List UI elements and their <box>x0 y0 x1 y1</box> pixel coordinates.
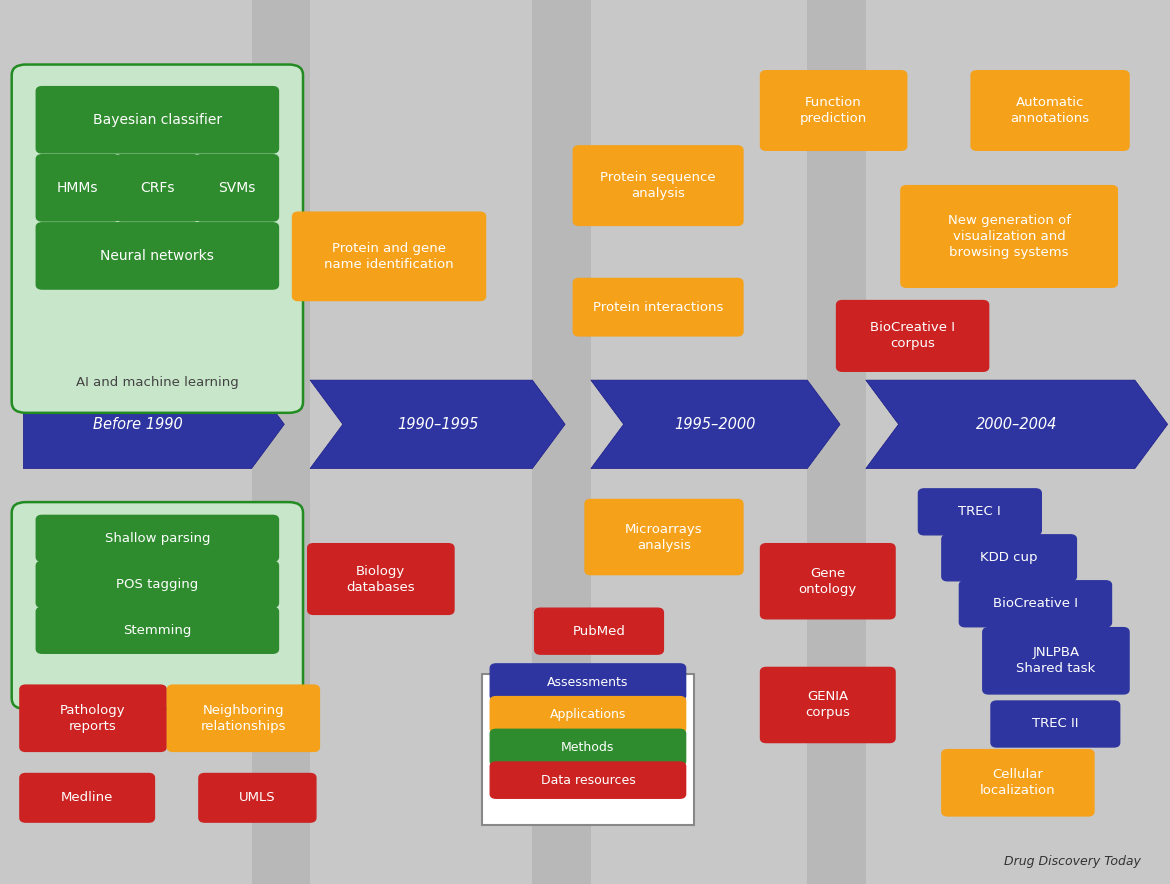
Text: Gene
ontology: Gene ontology <box>799 567 856 596</box>
Text: Shallow parsing: Shallow parsing <box>104 532 211 545</box>
Text: Bayesian classifier: Bayesian classifier <box>92 113 222 126</box>
FancyBboxPatch shape <box>199 774 316 822</box>
FancyBboxPatch shape <box>760 71 907 150</box>
Text: Pathology
reports: Pathology reports <box>60 704 126 733</box>
FancyBboxPatch shape <box>490 762 686 798</box>
Text: CRFs: CRFs <box>140 181 174 194</box>
Polygon shape <box>807 0 866 884</box>
Text: PubMed: PubMed <box>572 625 626 637</box>
FancyBboxPatch shape <box>573 278 743 336</box>
Polygon shape <box>252 0 310 884</box>
Text: Assessments: Assessments <box>548 675 628 689</box>
Text: Microarrays
analysis: Microarrays analysis <box>625 522 703 552</box>
FancyBboxPatch shape <box>490 697 686 733</box>
FancyBboxPatch shape <box>20 774 154 822</box>
Text: KDD cup: KDD cup <box>980 552 1038 564</box>
Text: AI and machine learning: AI and machine learning <box>76 377 239 389</box>
Text: TREC I: TREC I <box>958 506 1002 518</box>
Text: 1990–1995: 1990–1995 <box>397 417 479 431</box>
Text: Medline: Medline <box>61 791 113 804</box>
Text: POS tagging: POS tagging <box>116 578 199 591</box>
FancyBboxPatch shape <box>959 581 1112 627</box>
Text: Protein and gene
name identification: Protein and gene name identification <box>324 242 454 271</box>
FancyBboxPatch shape <box>901 186 1117 287</box>
Text: BioCreative I
corpus: BioCreative I corpus <box>870 322 955 350</box>
FancyBboxPatch shape <box>36 223 278 289</box>
Text: Neighboring
relationships: Neighboring relationships <box>200 704 287 733</box>
Text: Data resources: Data resources <box>541 774 635 787</box>
Polygon shape <box>532 0 591 884</box>
FancyBboxPatch shape <box>482 674 694 825</box>
Text: Applications: Applications <box>550 708 626 721</box>
FancyBboxPatch shape <box>585 499 743 575</box>
Text: HMMs: HMMs <box>57 181 98 194</box>
Text: Automatic
annotations: Automatic annotations <box>1011 96 1089 125</box>
FancyBboxPatch shape <box>195 155 278 221</box>
FancyBboxPatch shape <box>490 729 686 766</box>
FancyBboxPatch shape <box>991 701 1120 747</box>
FancyBboxPatch shape <box>12 502 303 709</box>
Text: 2000–2004: 2000–2004 <box>976 417 1058 431</box>
Text: Protein sequence
analysis: Protein sequence analysis <box>600 171 716 200</box>
FancyBboxPatch shape <box>760 544 895 619</box>
FancyBboxPatch shape <box>36 155 119 221</box>
Text: Function
prediction: Function prediction <box>800 96 867 125</box>
FancyBboxPatch shape <box>308 544 454 614</box>
FancyBboxPatch shape <box>535 608 663 654</box>
FancyBboxPatch shape <box>36 87 278 153</box>
FancyBboxPatch shape <box>573 146 743 225</box>
Text: NLP: NLP <box>145 526 170 538</box>
FancyBboxPatch shape <box>942 535 1076 581</box>
Text: Drug Discovery Today: Drug Discovery Today <box>1004 855 1141 868</box>
FancyBboxPatch shape <box>837 301 989 371</box>
FancyBboxPatch shape <box>36 561 278 607</box>
FancyBboxPatch shape <box>971 71 1129 150</box>
FancyBboxPatch shape <box>36 607 278 653</box>
FancyBboxPatch shape <box>490 664 686 700</box>
FancyBboxPatch shape <box>292 212 486 301</box>
FancyBboxPatch shape <box>760 667 895 743</box>
Polygon shape <box>23 380 284 469</box>
Text: Methods: Methods <box>562 741 614 754</box>
Text: Stemming: Stemming <box>123 624 192 636</box>
FancyBboxPatch shape <box>983 628 1129 694</box>
FancyBboxPatch shape <box>36 515 278 561</box>
FancyBboxPatch shape <box>12 65 303 413</box>
Text: Before 1990: Before 1990 <box>92 417 183 431</box>
Text: BioCreative I: BioCreative I <box>993 598 1078 610</box>
Text: GENIA
corpus: GENIA corpus <box>805 690 851 720</box>
Text: Neural networks: Neural networks <box>101 249 214 263</box>
Text: New generation of
visualization and
browsing systems: New generation of visualization and brow… <box>948 214 1071 259</box>
Polygon shape <box>591 380 840 469</box>
FancyBboxPatch shape <box>942 750 1094 816</box>
Text: UMLS: UMLS <box>239 791 276 804</box>
Text: Protein interactions: Protein interactions <box>593 301 723 314</box>
Polygon shape <box>310 380 565 469</box>
Text: JNLPBA
Shared task: JNLPBA Shared task <box>1017 646 1095 675</box>
Text: Cellular
localization: Cellular localization <box>980 768 1055 797</box>
Text: Biology
databases: Biology databases <box>346 565 415 593</box>
FancyBboxPatch shape <box>167 685 319 751</box>
FancyBboxPatch shape <box>116 155 199 221</box>
Polygon shape <box>866 380 1168 469</box>
FancyBboxPatch shape <box>20 685 166 751</box>
FancyBboxPatch shape <box>918 489 1041 535</box>
Text: SVMs: SVMs <box>219 181 255 194</box>
Text: 1995–2000: 1995–2000 <box>675 417 756 431</box>
Text: TREC II: TREC II <box>1032 718 1079 730</box>
